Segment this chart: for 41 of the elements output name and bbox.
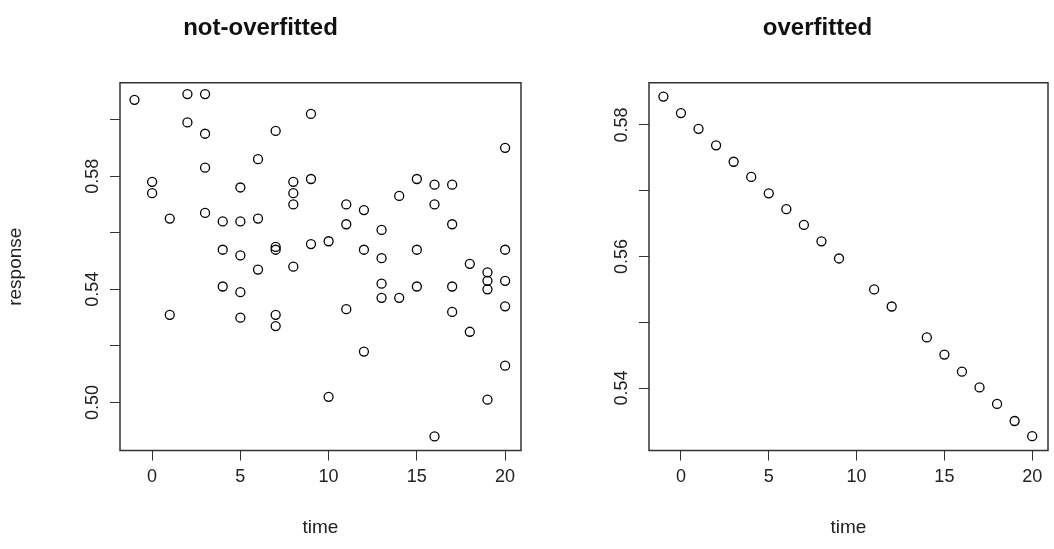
point (710, 140, 722, 151)
point (833, 253, 845, 264)
point (868, 284, 880, 295)
x-tick-label: 0 (147, 466, 158, 487)
y-tick-label: 0.56 (610, 238, 631, 275)
point (886, 301, 897, 312)
x-tick-label: 20 (1022, 466, 1043, 487)
point (763, 188, 774, 199)
point (939, 349, 950, 360)
point (693, 123, 704, 135)
y-tick-label: 0.58 (81, 158, 102, 194)
point (675, 107, 687, 119)
x-tick-label: 15 (406, 466, 427, 487)
x-tick-label: 20 (495, 466, 516, 487)
y-tick-label: 0.54 (81, 271, 102, 307)
chart-title: not-overfitted (183, 13, 338, 41)
point (1027, 430, 1038, 442)
point (781, 203, 792, 215)
x-tick-label: 15 (934, 466, 955, 487)
x-tick-label: 0 (675, 466, 686, 487)
point (658, 91, 669, 102)
x-tick-label: 10 (318, 466, 339, 487)
point (991, 398, 1003, 410)
point (816, 236, 827, 247)
x-axis-title: time (302, 515, 339, 537)
point (746, 171, 757, 183)
x-tick-label: 10 (846, 466, 867, 487)
point (1009, 415, 1020, 427)
point (728, 156, 739, 167)
y-tick-label: 0.58 (610, 107, 631, 143)
y-axis-title: response (3, 227, 25, 306)
x-tick-label: 5 (235, 466, 246, 487)
chart-title: overfitted (762, 13, 873, 41)
point (921, 332, 932, 343)
y-tick-label: 0.54 (610, 370, 631, 406)
point (798, 219, 810, 231)
x-tick-label: 5 (763, 466, 774, 487)
y-tick-label: 0.50 (81, 384, 102, 421)
point (956, 366, 968, 377)
x-axis-title: time (830, 515, 867, 537)
point (974, 382, 985, 393)
